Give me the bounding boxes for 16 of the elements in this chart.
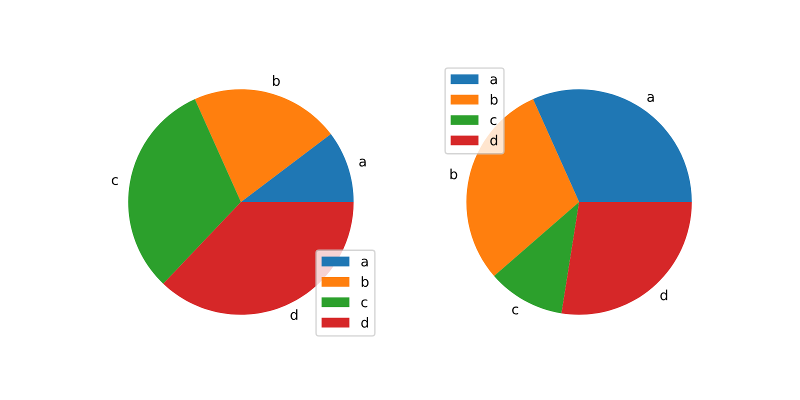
slice-label: d — [660, 290, 668, 300]
slice-label: d — [290, 309, 298, 320]
legend-label: a — [490, 76, 497, 84]
legend-label: b — [490, 94, 498, 105]
slice-label: a — [359, 158, 366, 167]
slice-label: b — [450, 168, 458, 180]
legend-label: d — [490, 134, 498, 146]
slice-label: c — [112, 177, 118, 186]
slice-label: a — [647, 94, 654, 102]
legend-label: c — [490, 117, 496, 126]
legend-label: c — [361, 299, 368, 308]
legend-label: d — [361, 316, 368, 328]
slice-label: c — [512, 306, 518, 315]
legend-label: b — [362, 276, 369, 287]
slice-label: b — [273, 75, 280, 86]
legend-label: a — [361, 258, 368, 267]
